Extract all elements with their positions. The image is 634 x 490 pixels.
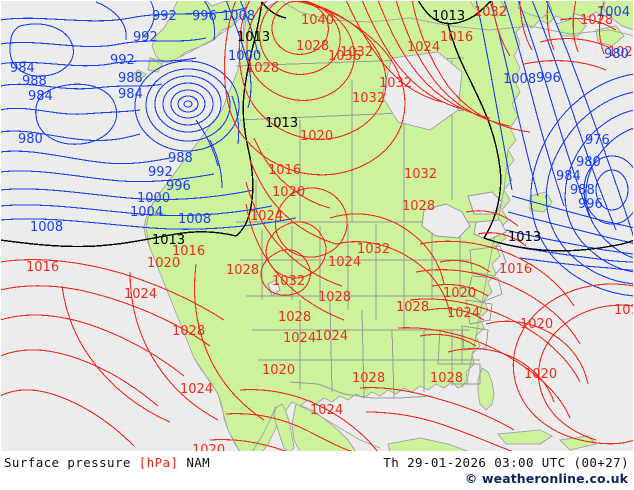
contour-label-group: 9929929969961008100810401040101310131032… <box>10 5 634 452</box>
contour-label: 1013 <box>152 233 185 248</box>
contour-label: 984 <box>10 61 35 76</box>
contour-label: 1016 <box>268 163 301 178</box>
contour-label: 980 <box>18 132 43 147</box>
product-title-model: NAM <box>178 455 211 470</box>
contour-label: 1032 <box>404 167 437 182</box>
copyright-label: © weatheronline.co.uk <box>464 471 628 486</box>
contour-label: 1024 <box>310 403 343 418</box>
contour-label: 1028 <box>226 263 259 278</box>
contour-label: 1024 <box>124 287 157 302</box>
contour-label: 1032 <box>379 76 412 91</box>
land-florida <box>477 367 495 411</box>
land-greenland-fragment <box>603 0 634 31</box>
isobars-high-group <box>0 0 634 452</box>
contour-label: 1008 <box>30 220 63 235</box>
contour-label: 1020 <box>300 129 333 144</box>
contour-label: 1024 <box>315 329 348 344</box>
valid-time-label: Th 29-01-2026 03:00 UTC (00+27) <box>383 455 629 470</box>
contour-label: 1040 <box>301 13 334 28</box>
contour-label: 992 <box>152 9 177 24</box>
contour-label: 1000 <box>228 49 261 64</box>
landmass-group <box>131 0 634 452</box>
contour-label: 1020 <box>520 317 553 332</box>
contour-label: 988 <box>118 71 143 86</box>
contour-label: 1028 <box>278 310 311 325</box>
contour-label: 1024 <box>283 331 316 346</box>
contour-label: 1036 <box>328 49 361 64</box>
contour-label: 1024 <box>250 209 283 224</box>
product-title: Surface pressure [hPa] NAM <box>4 455 210 470</box>
contour-label: 1020 <box>147 256 180 271</box>
contour-label: 1020 <box>272 185 305 200</box>
contour-label: 1020 <box>524 367 557 382</box>
contour-label: 1016 <box>499 262 532 277</box>
contour-label: 980 <box>576 155 601 170</box>
contour-label: 1016 <box>172 244 205 259</box>
contour-label: 992 <box>110 53 135 68</box>
contour-label: 1020 <box>192 443 225 452</box>
contour-label: 988 <box>22 74 47 89</box>
land-aleutian-chain <box>131 57 163 81</box>
contour-label: 1028 <box>296 39 329 54</box>
contour-label: 1008 <box>503 72 536 87</box>
contour-label: 1016 <box>440 30 473 45</box>
contour-label: 1028 <box>246 61 279 76</box>
contour-label: 1028 <box>430 371 463 386</box>
contour-label: 1024 <box>447 306 480 321</box>
product-title-prefix: Surface pressure <box>4 455 139 470</box>
contour-label: 996 <box>192 9 217 24</box>
land-caribbean <box>497 429 597 451</box>
contour-label: 992 <box>133 30 158 45</box>
contour-label: 984 <box>556 169 581 184</box>
contour-label: 1024 <box>608 45 634 60</box>
contour-label: 1004 <box>597 5 630 20</box>
contour-label: 988 <box>168 151 193 166</box>
contour-label: 1024 <box>328 255 361 270</box>
contour-label: 1028 <box>402 199 435 214</box>
contour-label: 984 <box>118 87 143 102</box>
land-central-america <box>387 437 471 452</box>
contour-label: 1008 <box>222 9 255 24</box>
land-baja-california <box>273 403 295 452</box>
contour-label: 988 <box>570 183 595 198</box>
contour-label: 996 <box>578 197 603 212</box>
contour-label: 996 <box>536 71 561 86</box>
contour-label: 1008 <box>178 212 211 227</box>
map-canvas[interactable]: 9929929969961008100810401040101310131032… <box>0 0 634 452</box>
contour-label: 1024 <box>407 40 440 55</box>
contour-label: 1013 <box>265 116 298 131</box>
contour-label: 1020 <box>262 363 295 378</box>
isobars-low-group <box>0 0 634 297</box>
contour-label: 1000 <box>137 191 170 206</box>
footer-bar: Surface pressure [hPa] NAM Th 29-01-2026… <box>0 452 634 490</box>
contour-label: 1028 <box>352 371 385 386</box>
contour-label: 984 <box>28 89 53 104</box>
contour-label: 976 <box>585 133 610 148</box>
contour-label: 1020 <box>443 286 476 301</box>
contour-label: 1016 <box>26 260 59 275</box>
contour-label: 1032 <box>272 274 305 289</box>
contour-label: 1016 <box>614 303 634 318</box>
contour-label: 1004 <box>130 205 163 220</box>
contour-label: 1013 <box>432 9 465 24</box>
contour-label: 1032 <box>340 45 373 60</box>
border-group <box>235 51 507 399</box>
contour-label: 980 <box>604 47 629 62</box>
contour-label: 1013 <box>508 230 541 245</box>
product-title-unit: [hPa] <box>138 455 179 470</box>
contour-label: 1032 <box>352 91 385 106</box>
contour-label: 1028 <box>172 324 205 339</box>
contour-label: 1028 <box>396 300 429 315</box>
contour-label: 996 <box>166 179 191 194</box>
contour-label: 1013 <box>237 30 270 45</box>
contour-label: 1024 <box>180 382 213 397</box>
contour-label: 1032 <box>474 5 507 20</box>
contour-label: 992 <box>148 165 173 180</box>
contour-label: 1028 <box>318 290 351 305</box>
contour-label: 1032 <box>357 242 390 257</box>
contour-label: 1028 <box>580 13 613 28</box>
